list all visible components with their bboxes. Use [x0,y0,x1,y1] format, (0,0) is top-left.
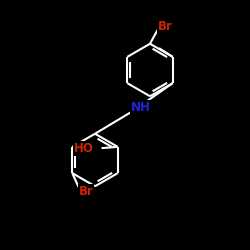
Text: Br: Br [158,20,172,33]
Text: HO: HO [74,142,94,154]
Text: NH: NH [130,101,150,114]
Text: Br: Br [78,186,94,198]
